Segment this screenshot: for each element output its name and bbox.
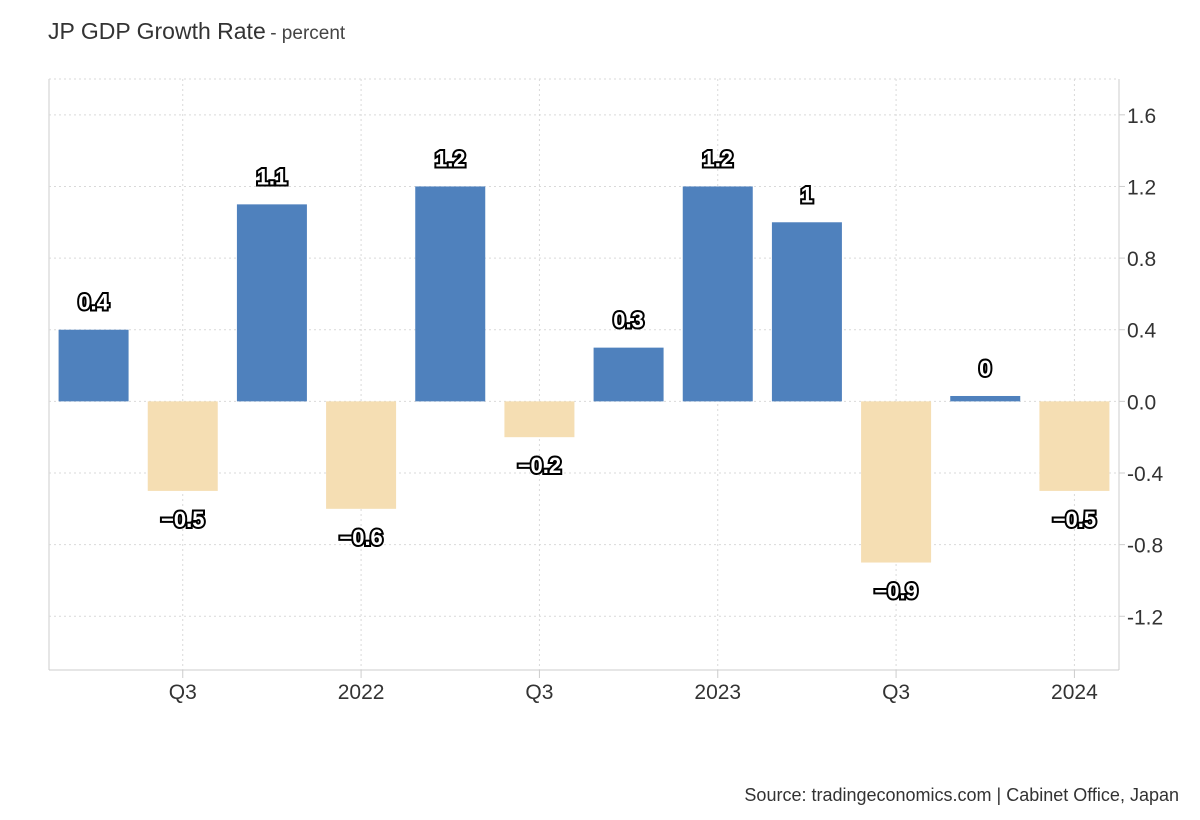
y-tick-label: -0.8 [1127, 535, 1163, 558]
data-label: 1.2 [435, 146, 466, 171]
data-label: −0.5 [161, 507, 204, 532]
bar [950, 395, 1021, 402]
data-label: 0 [979, 356, 991, 381]
x-tick-label: Q3 [882, 681, 910, 704]
chart-title: JP GDP Growth Rate [48, 18, 266, 44]
bar [415, 186, 486, 402]
y-tick-label: 0.0 [1127, 391, 1156, 414]
data-label: 0.4 [78, 290, 109, 315]
x-tick-label: 2023 [694, 681, 741, 704]
bar [58, 329, 129, 402]
bar [236, 204, 307, 402]
bar [326, 401, 397, 509]
bar [147, 401, 218, 491]
data-label: 1.2 [702, 146, 733, 171]
source-note: Source: tradingeconomics.com | Cabinet O… [744, 785, 1179, 805]
data-label: 0.3 [613, 308, 644, 333]
bar [1039, 401, 1110, 491]
bar [861, 401, 932, 563]
chart-subtitle: - percent [270, 23, 346, 44]
data-label: −0.2 [518, 453, 561, 478]
y-tick-label: -1.2 [1127, 606, 1163, 629]
x-tick-label: Q3 [169, 681, 197, 704]
bar [593, 347, 664, 402]
data-label: −0.6 [339, 525, 382, 550]
data-label: −0.5 [1053, 507, 1096, 532]
data-label: 1.1 [257, 164, 288, 189]
x-tick-label: 2024 [1051, 681, 1098, 704]
bar [682, 186, 753, 402]
y-tick-label: 1.6 [1127, 105, 1156, 128]
y-tick-label: 1.2 [1127, 176, 1156, 199]
bar [771, 222, 842, 402]
x-tick-label: Q3 [525, 681, 553, 704]
data-label: −0.9 [874, 579, 917, 604]
x-tick-label: 2022 [338, 681, 385, 704]
y-tick-label: -0.4 [1127, 463, 1164, 486]
y-tick-label: 0.4 [1127, 320, 1157, 343]
chart-title-block: JP GDP Growth Rate - percent [48, 18, 345, 45]
data-label: 1 [801, 182, 813, 207]
bar [504, 401, 575, 438]
y-tick-label: 0.8 [1127, 248, 1156, 271]
